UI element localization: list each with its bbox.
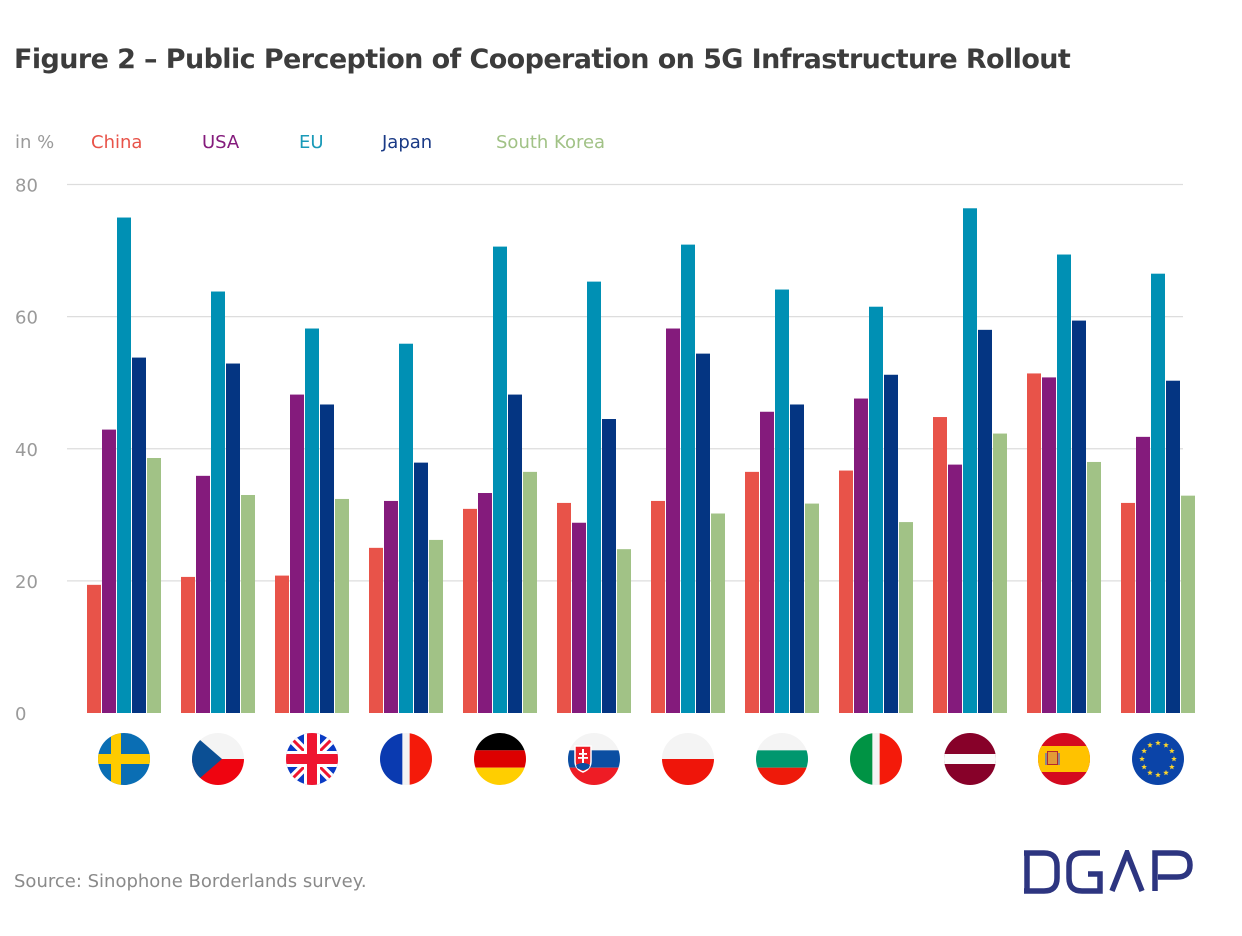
bar-south-korea-united-kingdom	[335, 498, 349, 713]
bars	[87, 208, 1195, 713]
legend-item-usa: USA	[202, 132, 240, 153]
flag-poland-icon	[662, 733, 714, 785]
bar-eu-latvia	[963, 208, 977, 713]
bar-china-united-kingdom	[275, 575, 289, 713]
flag-france-icon	[380, 733, 432, 785]
dgap-logo	[1024, 850, 1193, 894]
flag-czech-republic-icon	[192, 733, 244, 785]
bar-china-slovakia	[557, 502, 571, 713]
bar-eu-czech-republic	[211, 291, 225, 713]
flag-slovakia-icon	[568, 733, 620, 785]
y-tick-label: 0	[15, 704, 26, 725]
bar-china-germany	[463, 508, 477, 713]
y-axis-ticks: 0 20 40 60 80	[15, 176, 38, 726]
bar-usa-sweden	[102, 429, 116, 713]
bar-china-czech-republic	[181, 576, 195, 713]
bar-usa-bulgaria	[760, 411, 774, 713]
unit-label: in %	[15, 132, 55, 153]
bar-usa-poland	[666, 328, 680, 713]
bar-south-korea-italy	[899, 522, 913, 713]
y-tick-label: 80	[15, 176, 38, 197]
bar-south-korea-france	[429, 539, 443, 713]
bar-china-france	[369, 547, 383, 713]
bar-japan-european-union	[1166, 380, 1180, 713]
bar-china-italy	[839, 470, 853, 713]
flag-bulgaria-icon	[756, 733, 808, 785]
bar-china-sweden	[87, 584, 101, 713]
category-flags	[98, 733, 1184, 785]
flag-italy-icon	[850, 733, 902, 785]
y-tick-label: 20	[15, 572, 38, 593]
bar-eu-italy	[869, 306, 883, 713]
bar-japan-poland	[696, 353, 710, 713]
bar-usa-italy	[854, 398, 868, 713]
bar-japan-slovakia	[602, 419, 616, 713]
bar-usa-czech-republic	[196, 475, 210, 713]
bar-japan-latvia	[978, 329, 992, 713]
bar-eu-spain	[1057, 254, 1071, 713]
legend-item-south-korea: South Korea	[496, 132, 606, 153]
bar-eu-poland	[681, 244, 695, 713]
bar-usa-european-union	[1136, 436, 1150, 713]
bar-china-european-union	[1121, 502, 1135, 713]
bar-japan-spain	[1072, 320, 1086, 713]
chart-title: Figure 2 – Public Perception of Cooperat…	[14, 44, 1071, 75]
bar-eu-france	[399, 343, 413, 713]
y-tick-label: 40	[15, 440, 38, 461]
bar-south-korea-spain	[1087, 461, 1101, 713]
bar-usa-slovakia	[572, 522, 586, 713]
bar-usa-france	[384, 500, 398, 713]
bar-usa-germany	[478, 493, 492, 713]
bar-japan-sweden	[132, 357, 146, 713]
bar-south-korea-sweden	[147, 457, 161, 713]
bar-usa-spain	[1042, 377, 1056, 713]
source-note: Source: Sinophone Borderlands survey.	[14, 871, 367, 892]
flag-european-union-icon	[1132, 733, 1184, 785]
bar-china-spain	[1027, 373, 1041, 713]
bar-japan-czech-republic	[226, 363, 240, 713]
legend-item-japan: Japan	[382, 132, 433, 153]
bar-japan-bulgaria	[790, 404, 804, 713]
bar-eu-sweden	[117, 217, 131, 713]
bar-eu-slovakia	[587, 281, 601, 713]
bar-south-korea-latvia	[993, 433, 1007, 713]
bar-china-poland	[651, 500, 665, 713]
flag-latvia-icon	[944, 733, 996, 785]
bar-south-korea-bulgaria	[805, 503, 819, 713]
legend-item-china: China	[91, 132, 143, 153]
bar-south-korea-slovakia	[617, 549, 631, 713]
bar-south-korea-poland	[711, 513, 725, 713]
bar-japan-italy	[884, 374, 898, 713]
bar-china-bulgaria	[745, 471, 759, 713]
flag-germany-icon	[474, 733, 526, 785]
bar-eu-european-union	[1151, 273, 1165, 713]
bar-south-korea-czech-republic	[241, 494, 255, 713]
bar-usa-united-kingdom	[290, 394, 304, 713]
bar-south-korea-germany	[523, 471, 537, 713]
flag-spain-icon	[1038, 733, 1090, 785]
bar-japan-united-kingdom	[320, 404, 334, 713]
flag-sweden-icon	[98, 733, 150, 785]
bar-eu-united-kingdom	[305, 328, 319, 713]
legend-item-eu: EU	[299, 132, 324, 153]
bar-china-latvia	[933, 417, 947, 713]
bar-south-korea-european-union	[1181, 495, 1195, 713]
bar-japan-germany	[508, 394, 522, 713]
bar-japan-france	[414, 462, 428, 713]
bar-usa-latvia	[948, 464, 962, 713]
bar-eu-germany	[493, 246, 507, 713]
flag-united-kingdom-icon	[286, 733, 338, 785]
bar-eu-bulgaria	[775, 289, 789, 713]
y-tick-label: 60	[15, 308, 38, 329]
